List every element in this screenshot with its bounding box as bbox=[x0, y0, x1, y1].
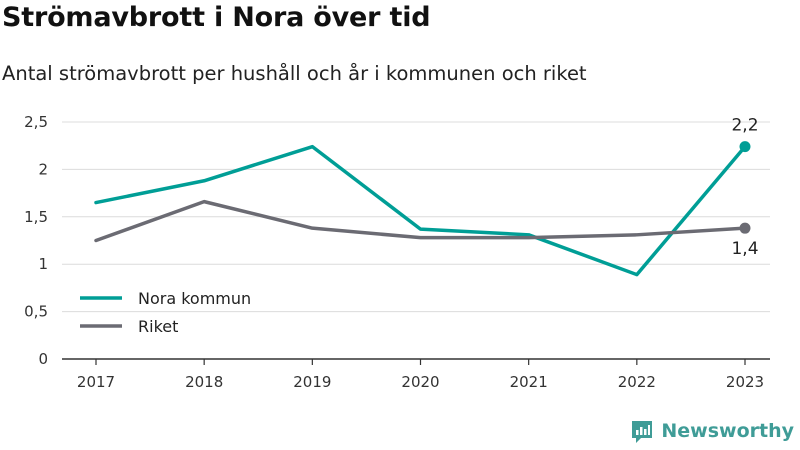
x-tick-label: 2019 bbox=[293, 373, 331, 391]
series-end-point bbox=[739, 141, 751, 153]
series-lines: 2,2 1,4 bbox=[94, 116, 759, 277]
legend: Nora kommun Riket bbox=[80, 289, 251, 336]
x-tick-label: 2022 bbox=[618, 373, 656, 391]
legend-label: Riket bbox=[138, 317, 178, 336]
series-end-point bbox=[739, 222, 751, 234]
y-axis-tick-labels: 0 0,5 1 1,5 2 2,5 bbox=[24, 113, 48, 368]
series-line-0 bbox=[94, 144, 747, 277]
y-tick-label: 1,5 bbox=[24, 208, 48, 226]
brand-name: Newsworthy bbox=[661, 420, 794, 442]
x-tick-label: 2020 bbox=[401, 373, 439, 391]
y-tick-label: 0 bbox=[38, 350, 48, 368]
x-tick-label: 2017 bbox=[77, 373, 115, 391]
x-tick-label: 2021 bbox=[510, 373, 548, 391]
series-end-label: 2,2 bbox=[731, 116, 758, 136]
newsworthy-logo-icon bbox=[632, 421, 653, 443]
x-axis-tick-labels: 2017 2018 2019 2020 2021 2022 2023 bbox=[77, 359, 764, 391]
x-tick-label: 2018 bbox=[185, 373, 223, 391]
y-tick-label: 2,5 bbox=[24, 113, 48, 131]
series-end-label: 1,4 bbox=[731, 239, 758, 259]
gridlines bbox=[62, 121, 770, 360]
newsworthy-brand: Newsworthy bbox=[629, 418, 794, 444]
y-tick-label: 0,5 bbox=[24, 303, 48, 321]
legend-label: Nora kommun bbox=[138, 289, 251, 308]
y-tick-label: 2 bbox=[38, 160, 48, 178]
y-tick-label: 1 bbox=[38, 255, 48, 273]
chart-subtitle: Antal strömavbrott per hushåll och år i … bbox=[2, 62, 587, 85]
x-tick-label: 2023 bbox=[726, 373, 764, 391]
series-line-1 bbox=[94, 199, 747, 243]
chart-title: Strömavbrott i Nora över tid bbox=[2, 2, 431, 33]
